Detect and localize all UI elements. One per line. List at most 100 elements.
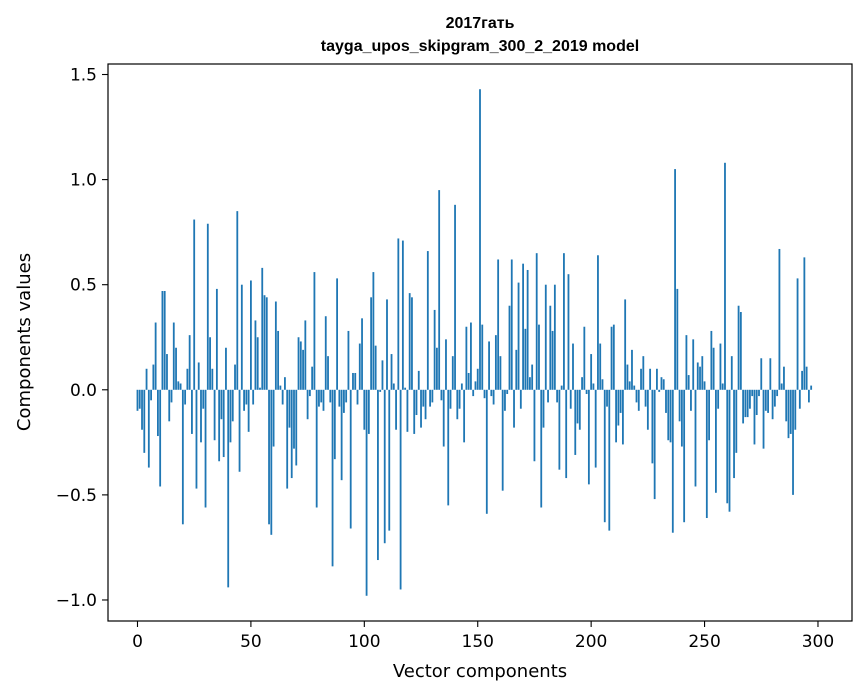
bar-245 bbox=[692, 339, 695, 390]
bar-71 bbox=[297, 337, 300, 390]
bar-11 bbox=[161, 291, 164, 390]
bar-156 bbox=[490, 389, 493, 397]
bar-101 bbox=[365, 389, 368, 596]
bar-9 bbox=[157, 389, 159, 437]
bar-120 bbox=[408, 293, 411, 390]
bar-75 bbox=[306, 389, 309, 420]
bar-157 bbox=[492, 389, 495, 405]
x-tick-label: 0 bbox=[132, 632, 143, 652]
bar-160 bbox=[499, 356, 502, 390]
bar-93 bbox=[347, 330, 350, 390]
bar-153 bbox=[483, 389, 486, 399]
bar-257 bbox=[719, 343, 722, 390]
bar-242 bbox=[685, 335, 688, 390]
bar-240 bbox=[680, 389, 683, 447]
y-tick-label: 1.0 bbox=[70, 171, 97, 191]
bar-287 bbox=[787, 389, 790, 439]
bar-72 bbox=[299, 341, 302, 390]
y-tick-label: 1.5 bbox=[70, 66, 97, 86]
bar-282 bbox=[776, 389, 779, 397]
bar-56 bbox=[263, 295, 266, 390]
bar-286 bbox=[785, 389, 788, 422]
bar-169 bbox=[519, 389, 522, 409]
bar-253 bbox=[710, 330, 713, 390]
bar-263 bbox=[733, 389, 735, 479]
bar-83 bbox=[324, 316, 327, 390]
bar-244 bbox=[690, 389, 692, 411]
chart-title-line1: 2017гать bbox=[446, 15, 515, 32]
bar-246 bbox=[694, 389, 697, 487]
bar-3 bbox=[143, 389, 146, 453]
bar-13 bbox=[166, 354, 168, 390]
y-axis-ticks: −1.0 −0.5 0.0 0.5 1.0 1.5 bbox=[56, 66, 108, 611]
bar-228 bbox=[653, 389, 656, 500]
bar-103 bbox=[370, 297, 373, 390]
bar-23 bbox=[188, 335, 191, 390]
bar-61 bbox=[274, 301, 277, 390]
bar-67 bbox=[288, 389, 291, 428]
bar-236 bbox=[671, 389, 674, 533]
bar-234 bbox=[667, 389, 670, 441]
bar-81 bbox=[320, 389, 323, 403]
bar-128 bbox=[426, 251, 429, 390]
bar-6 bbox=[150, 389, 152, 401]
x-tick-label: 100 bbox=[348, 632, 380, 652]
bar-201 bbox=[592, 383, 595, 390]
bar-251 bbox=[705, 389, 708, 519]
bar-32 bbox=[209, 337, 211, 390]
bar-273 bbox=[755, 389, 758, 416]
bar-86 bbox=[331, 389, 334, 567]
bar-162 bbox=[504, 389, 506, 411]
bar-89 bbox=[338, 389, 341, 407]
bar-164 bbox=[508, 305, 511, 390]
bar-144 bbox=[463, 389, 466, 443]
bar-74 bbox=[304, 320, 307, 390]
bar-255 bbox=[715, 389, 717, 493]
bar-76 bbox=[308, 389, 311, 397]
bar-218 bbox=[631, 349, 633, 390]
bar-159 bbox=[497, 259, 500, 390]
x-tick-label: 150 bbox=[462, 632, 494, 652]
plot-frame bbox=[107, 63, 853, 622]
bar-216 bbox=[626, 364, 629, 390]
bar-146 bbox=[467, 372, 470, 390]
y-axis-label: Components values bbox=[14, 253, 35, 431]
bar-210 bbox=[612, 324, 615, 390]
bar-113 bbox=[392, 383, 395, 390]
bar-190 bbox=[567, 274, 570, 390]
bar-175 bbox=[533, 389, 536, 462]
bar-221 bbox=[637, 389, 640, 411]
bar-5 bbox=[147, 389, 150, 468]
bar-155 bbox=[488, 341, 490, 390]
bar-173 bbox=[529, 377, 531, 390]
bar-208 bbox=[608, 389, 611, 531]
bar-154 bbox=[485, 389, 488, 514]
bar-291 bbox=[796, 278, 799, 390]
bar-260 bbox=[726, 389, 729, 504]
bar-133 bbox=[438, 190, 441, 390]
y-tick-label: 0.5 bbox=[70, 276, 97, 296]
bar-256 bbox=[717, 389, 720, 409]
bar-4 bbox=[145, 368, 148, 390]
bar-259 bbox=[724, 162, 726, 390]
bar-59 bbox=[270, 389, 273, 535]
bar-194 bbox=[576, 389, 579, 424]
bar-158 bbox=[494, 335, 497, 390]
bar-22 bbox=[186, 368, 189, 390]
bar-254 bbox=[712, 347, 715, 390]
bar-171 bbox=[524, 328, 527, 390]
bar-284 bbox=[780, 383, 783, 390]
bar-45 bbox=[238, 389, 241, 472]
bar-193 bbox=[574, 389, 577, 455]
bar-165 bbox=[510, 259, 513, 390]
bar-167 bbox=[515, 349, 518, 390]
bar-85 bbox=[329, 389, 332, 403]
bar-70 bbox=[295, 389, 298, 466]
bar-57 bbox=[265, 297, 268, 390]
bar-296 bbox=[808, 389, 810, 403]
bar-28 bbox=[200, 389, 202, 443]
bar-148 bbox=[472, 389, 475, 397]
bar-166 bbox=[513, 389, 515, 428]
bar-270 bbox=[749, 389, 751, 409]
